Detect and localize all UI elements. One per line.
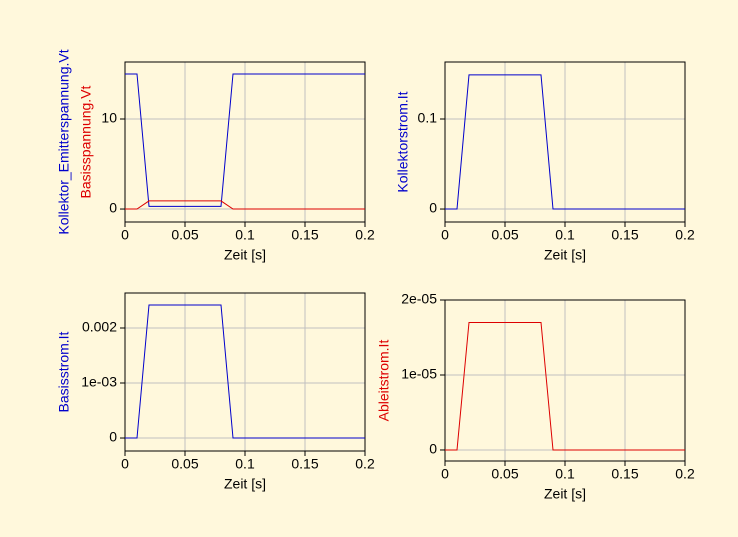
x-tick-label: 0 bbox=[121, 227, 129, 243]
x-tick-label: 0.15 bbox=[611, 227, 638, 243]
y-tick-label: 1e-05 bbox=[401, 366, 437, 382]
x-axis-label: Zeit [s] bbox=[544, 247, 586, 263]
x-tick-label: 0.1 bbox=[555, 227, 575, 243]
x-axis-label: Zeit [s] bbox=[224, 247, 266, 263]
plot-frame bbox=[444, 61, 686, 223]
plot-frame bbox=[444, 299, 686, 462]
y-tick-label: 1e-03 bbox=[81, 374, 117, 390]
x-tick-label: 0.1 bbox=[555, 466, 575, 482]
x-axis-label: Zeit [s] bbox=[544, 486, 586, 502]
y-tick-label: 0 bbox=[429, 200, 437, 216]
x-tick-label: 0.2 bbox=[675, 466, 695, 482]
y-tick-label: 10 bbox=[101, 110, 117, 126]
x-tick-label: 0.15 bbox=[291, 227, 318, 243]
x-axis-label: Zeit [s] bbox=[224, 476, 266, 492]
series-line bbox=[125, 73, 365, 207]
y-tick-label: 0.1 bbox=[418, 110, 438, 126]
x-tick-label: 0.2 bbox=[675, 227, 695, 243]
y-axis-label: Kollektorstrom.It bbox=[395, 91, 411, 192]
x-tick-label: 0 bbox=[441, 227, 449, 243]
y-axis-label: Ableitstrom.It bbox=[376, 340, 392, 422]
y-tick-label: 0 bbox=[429, 441, 437, 457]
y-tick-label: 0 bbox=[109, 200, 117, 216]
x-tick-label: 0.05 bbox=[171, 456, 198, 472]
x-tick-label: 0.05 bbox=[491, 227, 518, 243]
x-tick-label: 0 bbox=[121, 456, 129, 472]
plot-frame bbox=[124, 292, 366, 452]
series-line bbox=[445, 321, 685, 451]
y-tick-label: 2e-05 bbox=[401, 291, 437, 307]
x-tick-label: 0.2 bbox=[355, 456, 375, 472]
plot-frame bbox=[124, 61, 366, 223]
y-axis-label: Basisspannung.Vt bbox=[78, 85, 94, 198]
x-tick-label: 0.1 bbox=[235, 456, 255, 472]
x-tick-label: 0.1 bbox=[235, 227, 255, 243]
series-line bbox=[125, 200, 365, 210]
series-line bbox=[445, 74, 685, 210]
x-tick-label: 0.05 bbox=[171, 227, 198, 243]
x-tick-label: 0.2 bbox=[355, 227, 375, 243]
y-tick-label: 0 bbox=[109, 429, 117, 445]
x-tick-label: 0 bbox=[441, 466, 449, 482]
x-tick-label: 0.15 bbox=[291, 456, 318, 472]
series-line bbox=[125, 304, 365, 439]
y-tick-label: 0.002 bbox=[82, 319, 117, 335]
x-tick-label: 0.15 bbox=[611, 466, 638, 482]
x-tick-label: 0.05 bbox=[491, 466, 518, 482]
y-axis-label: Kollektor_Emitterspannung.Vt bbox=[56, 49, 72, 234]
y-axis-label: Basisstrom.It bbox=[56, 331, 72, 412]
